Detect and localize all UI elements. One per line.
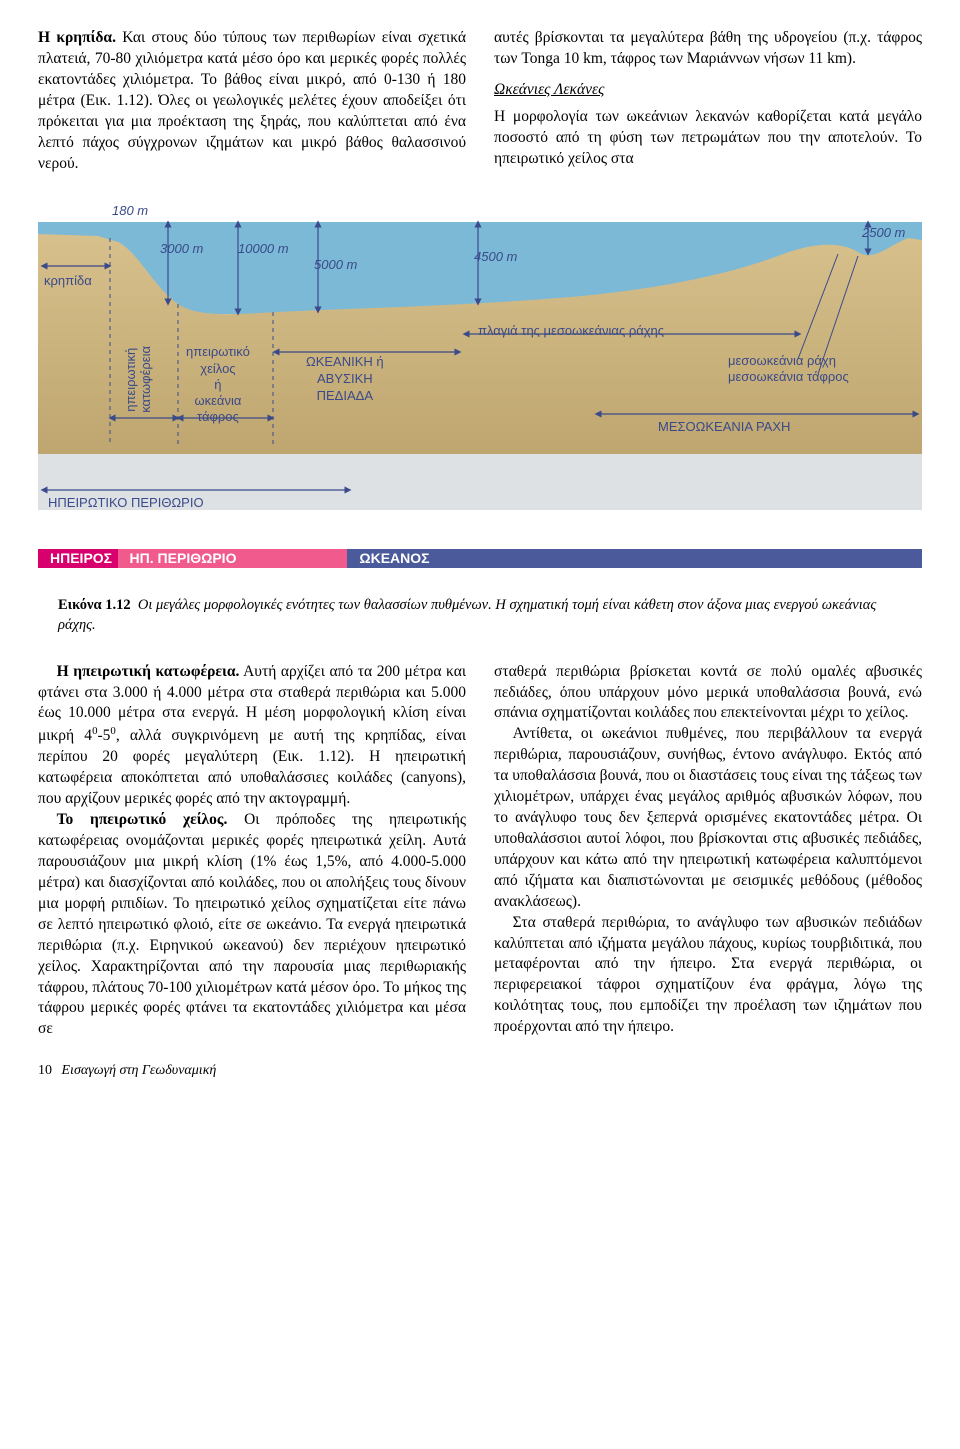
continental-margin-label: ΗΠΕΙΡΩΤΙΚΟ ΠΕΡΙΘΩΡΙΟ <box>48 494 204 512</box>
shelf-label: κρηπίδα <box>44 272 92 290</box>
figure-caption: Εικόνα 1.12 Οι μεγάλες μορφολογικές ενότ… <box>58 596 902 635</box>
shelf-heading: Η κρηπίδα. <box>38 29 116 46</box>
bottom-text-block: Η ηπειρωτική κατωφέρεια. Αυτή αρχίζει απ… <box>38 662 922 1041</box>
book-title: Εισαγωγή στη Γεωδυναμική <box>62 1063 217 1078</box>
top-right-p2: Η μορφολογία των ωκεάνιων λεκανών καθορί… <box>494 107 922 170</box>
bl-p1: Η ηπειρωτική κατωφέρεια. Αυτή αρχίζει απ… <box>38 662 466 811</box>
depth-4500: 4500 m <box>474 248 517 266</box>
depth-5000: 5000 m <box>314 256 357 274</box>
trench-label: μεσοωκεάνια τάφρος <box>728 368 849 386</box>
flank-label: πλαγιά της μεσοωκεάνιας ράχης <box>478 322 664 340</box>
depth-3000: 3000 m <box>160 240 203 258</box>
zone-continent: ΗΠΕΙΡΟΣ <box>38 549 118 568</box>
page-number: 10 <box>38 1063 52 1078</box>
ridge-label: μεσοωκεάνια ράχη <box>728 352 836 370</box>
rise-heading: Το ηπειρωτικό χείλος. <box>57 811 228 828</box>
rise-label: ηπειρωτικόχείλοςήωκεάνιατάφρος <box>186 344 250 425</box>
depth-2500: 2500 m <box>862 224 905 242</box>
zone-bar: ΗΠΕΙΡΟΣ ΗΠ. ΠΕΡΙΘΩΡΙΟ ΩΚΕΑΝΟΣ <box>38 542 922 574</box>
br-p1: σταθερά περιθώρια βρίσκεται κοντά σε πολ… <box>494 662 922 725</box>
page-footer: 10 Εισαγωγή στη Γεωδυναμική <box>38 1062 922 1081</box>
zone-ocean: ΩΚΕΑΝΟΣ <box>347 549 922 568</box>
top-left-body: Και στους δύο τύπους των περιθωρίων είνα… <box>38 29 466 172</box>
top-right-p1: αυτές βρίσκονται τα μεγαλύτερα βάθη της … <box>494 28 922 70</box>
slope-label: ηπειρωτικήκατωφέρεια <box>124 346 154 413</box>
ocean-basins-heading: Ωκεάνιες Λεκάνες <box>494 80 922 101</box>
midocean-ridge-label: ΜΕΣΟΩΚΕΑΝΙΑ ΡΑΧΗ <box>658 418 790 436</box>
figure-caption-body: Οι μεγάλες μορφολογικές ενότητες των θαλ… <box>58 597 876 633</box>
ocean-floor-diagram: 180 m 3000 m 10000 m 5000 m 4500 m 2500 … <box>38 194 922 574</box>
zone-margin: ΗΠ. ΠΕΡΙΘΩΡΙΟ <box>118 549 348 568</box>
top-left-paragraph: Η κρηπίδα. Και στους δύο τύπους των περι… <box>38 28 466 174</box>
br-p2: Αντίθετα, οι ωκεάνιοι πυθμένες, που περι… <box>494 724 922 912</box>
depth-180: 180 m <box>112 202 148 220</box>
br-p3: Στα σταθερά περιθώρια, το ανάγλυφο των α… <box>494 913 922 1039</box>
depth-10000: 10000 m <box>238 240 289 258</box>
figure-number: Εικόνα 1.12 <box>58 597 131 613</box>
top-text-block: Η κρηπίδα. Και στους δύο τύπους των περι… <box>38 28 922 174</box>
bl-p2: Το ηπειρωτικό χείλος. Οι πρόποδες της ηπ… <box>38 810 466 1040</box>
abyssal-label: ΩΚΕΑΝΙΚΗ ήΑΒΥΣΙΚΗΠΕΔΙΑΔΑ <box>306 354 384 405</box>
slope-heading: Η ηπειρωτική κατωφέρεια. <box>57 663 240 680</box>
